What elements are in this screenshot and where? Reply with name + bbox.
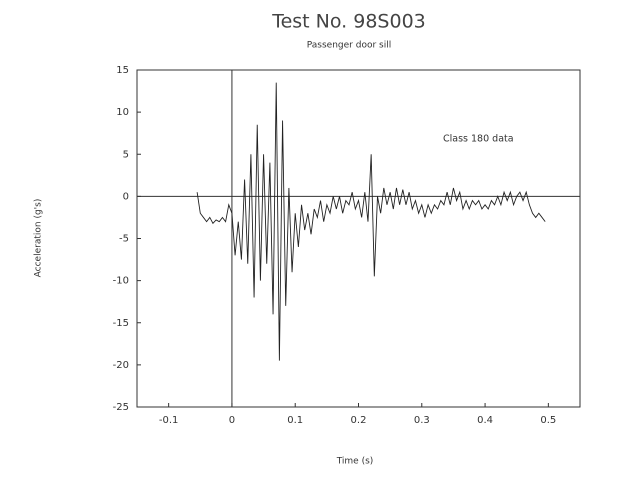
- y-tick-label: -20: [113, 360, 129, 371]
- y-tick-label: -5: [119, 234, 129, 245]
- y-tick-label: 5: [123, 149, 129, 160]
- y-tick-label: 0: [123, 191, 129, 202]
- y-tick-label: 15: [116, 65, 129, 76]
- x-tick-label: 0.4: [477, 415, 493, 426]
- x-tick-label: -0.1: [159, 415, 179, 426]
- x-tick-label: 0.5: [540, 415, 556, 426]
- x-tick-label: 0: [229, 415, 235, 426]
- y-axis-label: Acceleration (g's): [34, 199, 44, 278]
- chart-title: Test No. 98S003: [271, 11, 426, 33]
- x-tick-label: 0.1: [287, 415, 303, 426]
- y-tick-label: -25: [113, 402, 129, 413]
- x-tick-label: 0.3: [414, 415, 430, 426]
- chart-subtitle: Passenger door sill: [307, 41, 391, 51]
- data-line: [196, 82, 546, 361]
- plot-frame: [136, 69, 581, 408]
- y-tick-label: -10: [113, 276, 129, 287]
- y-tick-label: -15: [113, 318, 129, 329]
- x-axis-label: Time (s): [336, 457, 374, 467]
- x-tick-label: 0.2: [351, 415, 367, 426]
- y-tick-label: 10: [116, 107, 129, 118]
- annotation: Class 180 data: [443, 134, 514, 145]
